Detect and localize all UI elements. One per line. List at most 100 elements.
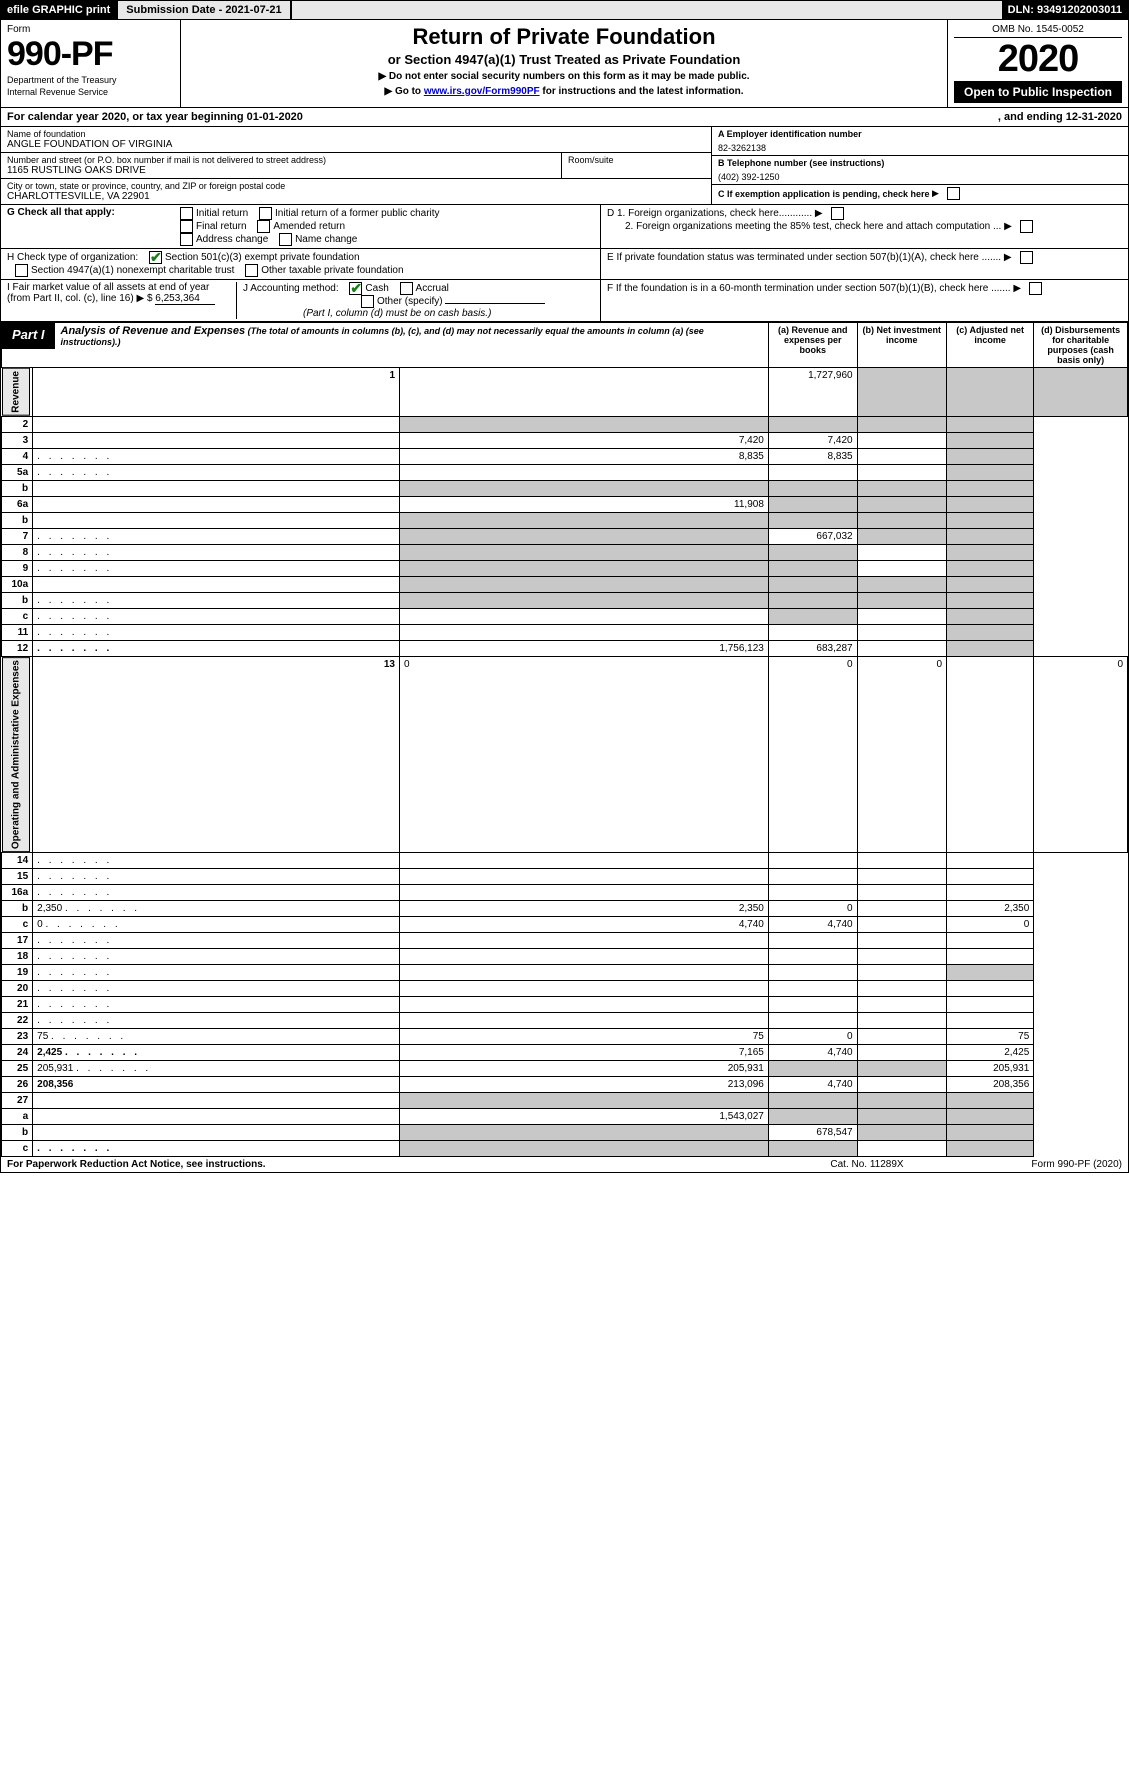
line-num: b	[2, 512, 33, 528]
col-a-val: 1,756,123	[400, 640, 769, 656]
line-num: 8	[2, 544, 33, 560]
cb-amended[interactable]	[257, 220, 270, 233]
table-row: Revenue11,727,960	[2, 368, 1128, 417]
col-c-val	[857, 560, 946, 576]
table-row: 27	[2, 1092, 1128, 1108]
line-desc: . . . . . . .	[33, 544, 400, 560]
line-num: 12	[2, 640, 33, 656]
cb-d2[interactable]	[1020, 220, 1033, 233]
cb-final-return[interactable]	[180, 220, 193, 233]
col-b-val	[768, 592, 857, 608]
col-d-val	[947, 1108, 1034, 1124]
col-a-val	[400, 868, 769, 884]
line-desc	[400, 368, 769, 417]
col-b-val: 4,740	[768, 1044, 857, 1060]
expenses-band: Operating and Administrative Expenses	[2, 657, 30, 852]
g-label: G Check all that apply:	[7, 207, 172, 218]
part1-tag: Part I	[2, 323, 55, 349]
cb-accrual[interactable]	[400, 282, 413, 295]
line-desc	[33, 1124, 400, 1140]
col-b-val: 667,032	[768, 528, 857, 544]
col-d-val	[947, 640, 1034, 656]
col-d-val	[947, 576, 1034, 592]
fmv-value: 6,253,364	[155, 293, 215, 305]
col-d-val: 0	[947, 916, 1034, 932]
col-d-val	[947, 932, 1034, 948]
col-c-val	[947, 368, 1034, 417]
col-d-val	[947, 1092, 1034, 1108]
col-d-val	[947, 512, 1034, 528]
notice-1: ▶ Do not enter social security numbers o…	[189, 71, 939, 82]
table-row: b678,547	[2, 1124, 1128, 1140]
cb-4947[interactable]	[15, 264, 28, 277]
col-b-val	[768, 884, 857, 900]
col-c-val	[857, 932, 946, 948]
line-num: 13	[33, 656, 400, 852]
cb-f[interactable]	[1029, 282, 1042, 295]
cb-name-change[interactable]	[279, 233, 292, 246]
line-num: b	[2, 592, 33, 608]
form-number: 990-PF	[7, 35, 174, 74]
col-b-val	[768, 1108, 857, 1124]
table-row: c . . . . . . .	[2, 1140, 1128, 1156]
col-b-val	[768, 512, 857, 528]
line-desc: . . . . . . .	[33, 464, 400, 480]
col-c-val	[857, 900, 946, 916]
col-a-val	[400, 480, 769, 496]
line-num: 3	[2, 432, 33, 448]
line-desc: . . . . . . .	[33, 448, 400, 464]
col-b-val: 678,547	[768, 1124, 857, 1140]
col-c-val	[857, 1108, 946, 1124]
col-b-val	[768, 416, 857, 432]
col-b-val	[768, 964, 857, 980]
col-a-val: 75	[400, 1028, 769, 1044]
line-desc: 75 . . . . . . .	[33, 1028, 400, 1044]
line-desc: . . . . . . .	[33, 592, 400, 608]
table-row: 11 . . . . . . .	[2, 624, 1128, 640]
cb-initial-return[interactable]	[180, 207, 193, 220]
line-desc	[33, 1092, 400, 1108]
submission-date: Submission Date - 2021-07-21	[116, 1, 291, 19]
table-row: 2	[2, 416, 1128, 432]
col-a-val: 7,420	[400, 432, 769, 448]
col-c-val	[857, 868, 946, 884]
table-row: 14 . . . . . . .	[2, 852, 1128, 868]
cb-address-change[interactable]	[180, 233, 193, 246]
line-desc: . . . . . . .	[33, 932, 400, 948]
line-num: 5a	[2, 464, 33, 480]
table-row: 22 . . . . . . .	[2, 1012, 1128, 1028]
city-state-zip: CHARLOTTESVILLE, VA 22901	[7, 191, 705, 202]
table-row: 21 . . . . . . .	[2, 996, 1128, 1012]
col-b-val	[768, 480, 857, 496]
cb-other-method[interactable]	[361, 295, 374, 308]
table-row: b2,350 . . . . . . .2,35002,350	[2, 900, 1128, 916]
line-num: 15	[2, 868, 33, 884]
col-a-val	[400, 948, 769, 964]
table-row: 26208,356213,0964,740208,356	[2, 1076, 1128, 1092]
table-row: 10a	[2, 576, 1128, 592]
line-num: 14	[2, 852, 33, 868]
checkbox-c[interactable]	[947, 187, 960, 200]
table-row: 19 . . . . . . .	[2, 964, 1128, 980]
cb-d1[interactable]	[831, 207, 844, 220]
foundation-name: ANGLE FOUNDATION OF VIRGINIA	[7, 139, 705, 150]
line-num: 16a	[2, 884, 33, 900]
col-a-val	[400, 1124, 769, 1140]
cb-initial-former[interactable]	[259, 207, 272, 220]
line-num: 4	[2, 448, 33, 464]
col-c-val	[857, 884, 946, 900]
line-desc	[33, 1108, 400, 1124]
col-c-val	[857, 416, 946, 432]
line-desc: . . . . . . .	[33, 560, 400, 576]
cb-e[interactable]	[1020, 251, 1033, 264]
line-desc	[33, 512, 400, 528]
cb-501c3[interactable]	[149, 251, 162, 264]
col-c-val	[857, 464, 946, 480]
exemption-pending: C If exemption application is pending, c…	[712, 185, 1128, 202]
cb-cash[interactable]	[349, 282, 362, 295]
cb-other-taxable[interactable]	[245, 264, 258, 277]
line-desc: . . . . . . .	[33, 528, 400, 544]
col-b-val	[768, 868, 857, 884]
instructions-link[interactable]: www.irs.gov/Form990PF	[424, 86, 540, 97]
col-c-val	[857, 1012, 946, 1028]
